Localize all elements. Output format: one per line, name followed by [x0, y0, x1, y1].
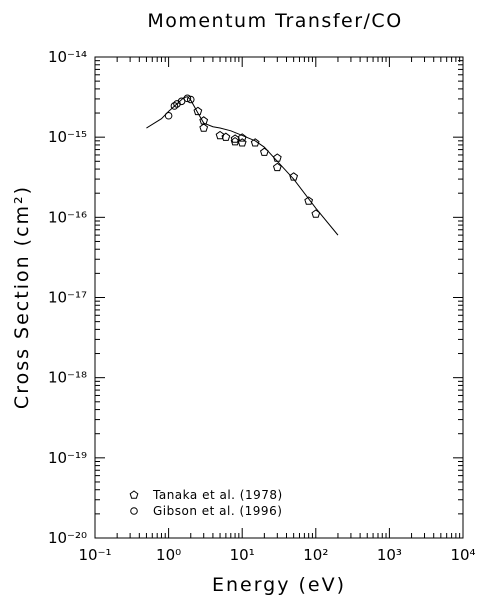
legend-label: Tanaka et al. (1978) — [152, 488, 283, 502]
pentagon-marker — [289, 172, 299, 181]
x-tick-label: 10¹ — [230, 546, 255, 564]
y-tick-label: 10⁻¹⁴ — [48, 48, 87, 66]
pentagon-marker — [311, 209, 321, 218]
pentagon-marker — [237, 133, 247, 142]
circle-marker — [164, 111, 173, 120]
circle-marker — [177, 97, 186, 106]
pentagon-marker — [230, 137, 240, 146]
series-line — [146, 96, 339, 236]
x-tick-label: 10⁻¹ — [78, 546, 111, 564]
pentagon-marker — [259, 147, 269, 156]
pentagon-marker — [304, 196, 314, 205]
y-tick-label: 10⁻¹⁸ — [48, 369, 87, 387]
pentagon-marker — [237, 138, 247, 147]
x-tick-label: 10² — [303, 546, 328, 564]
circle-marker — [173, 100, 181, 108]
pentagon-marker — [272, 153, 282, 162]
pentagon-marker — [193, 106, 203, 116]
pentagon-marker — [272, 162, 282, 172]
plot-frame — [94, 56, 464, 539]
x-tick-label: 10³ — [377, 546, 402, 564]
pentagon-marker — [199, 123, 209, 132]
circle-marker — [130, 507, 138, 515]
chart-title: Momentum Transfer/CO — [147, 10, 402, 32]
pentagon-marker — [230, 134, 240, 143]
y-tick-label: 10⁻²⁰ — [48, 529, 87, 547]
y-tick-label: 10⁻¹⁹ — [48, 449, 87, 467]
circle-marker — [183, 94, 192, 103]
circle-marker — [186, 95, 195, 104]
pentagon-marker — [221, 132, 231, 141]
pentagon-marker — [215, 130, 225, 140]
y-tick-label: 10⁻¹⁶ — [48, 208, 87, 226]
legend-label: Gibson et al. (1996) — [153, 504, 282, 518]
y-tick-label: 10⁻¹⁵ — [48, 128, 87, 146]
y-axis-label: Cross Section (cm²) — [11, 185, 33, 409]
circle-marker — [170, 102, 179, 110]
x-tick-label: 10⁴ — [450, 546, 475, 564]
x-tick-label: 10⁰ — [156, 546, 181, 564]
pentagon-marker — [129, 490, 139, 499]
y-tick-label: 10⁻¹⁷ — [48, 289, 87, 307]
pentagon-marker — [250, 138, 260, 147]
x-axis-label: Energy (eV) — [212, 574, 346, 596]
